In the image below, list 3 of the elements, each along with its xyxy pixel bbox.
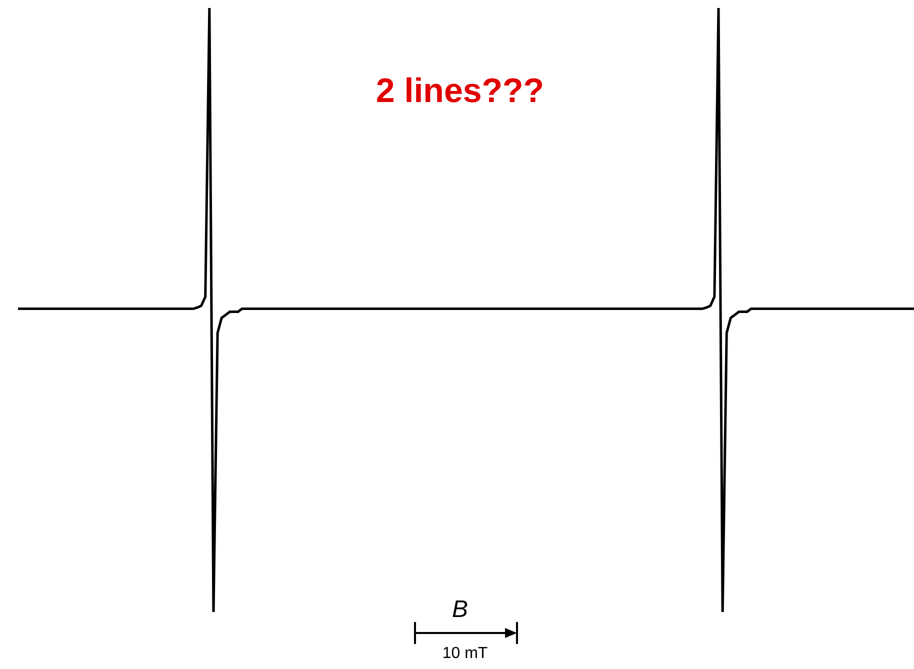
annotation: 2 lines??? bbox=[374, 72, 546, 111]
x-axis-title: B bbox=[450, 596, 469, 624]
text: 10 mT bbox=[441, 645, 489, 663]
